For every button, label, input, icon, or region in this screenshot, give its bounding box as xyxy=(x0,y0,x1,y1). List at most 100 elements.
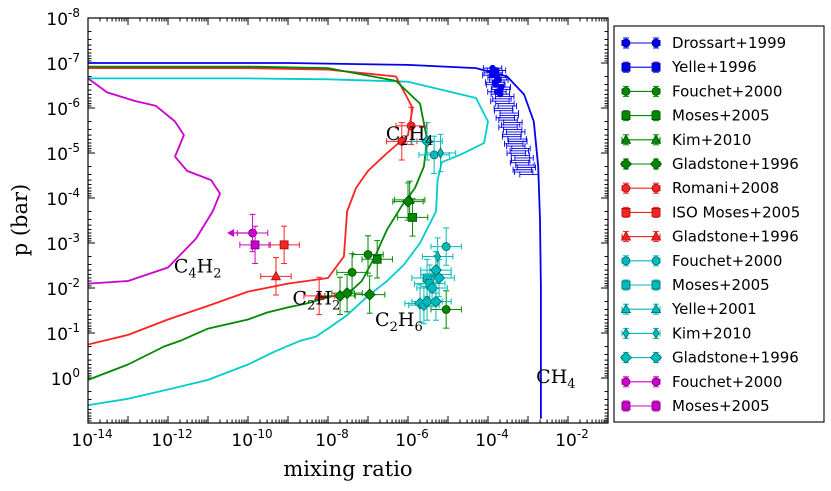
obs-point xyxy=(372,254,382,264)
legend-marker xyxy=(651,111,661,120)
model-curve-c2h6 xyxy=(88,77,489,406)
model-curve-c4h2 xyxy=(88,77,221,285)
legend-label: Gladstone+1996 xyxy=(672,349,799,367)
y-tick-label: 10-4 xyxy=(46,186,80,210)
legend-marker xyxy=(621,183,631,193)
legend-marker xyxy=(649,351,663,364)
legend-marker xyxy=(621,87,631,96)
legend-marker xyxy=(621,38,631,48)
species-label-c4h2: C4H2 xyxy=(174,255,222,281)
x-tick-label: 10-6 xyxy=(395,427,429,451)
legend-marker xyxy=(651,280,661,290)
obs-point xyxy=(397,136,407,146)
tick-labels: 10-14 10-12 10-10 10-8 10-6 10-4 10-2 10-8 10-7 1… xyxy=(46,6,588,451)
legend-entry: Fouchet+2000 xyxy=(621,252,782,270)
obs-point xyxy=(401,195,415,208)
y-tick-label: 10-8 xyxy=(46,6,80,30)
legend-entry: Yelle+2001 xyxy=(620,300,757,318)
y-tick-label: 10-2 xyxy=(46,276,80,300)
observation-points xyxy=(227,106,462,329)
legend-marker xyxy=(651,377,661,387)
obs-point xyxy=(437,147,444,159)
model-curves xyxy=(88,62,542,419)
species-label-c2h6: C2H6 xyxy=(375,309,423,335)
legend-entry: Yelle+1996 xyxy=(621,58,757,76)
obs-point xyxy=(250,240,260,250)
legend-label: Gladstone+1996 xyxy=(672,155,799,173)
ch4-observations xyxy=(482,64,539,178)
y-tick-label: 10-6 xyxy=(46,96,80,120)
legend-marker xyxy=(621,207,631,217)
plot-frame xyxy=(87,17,609,424)
legend-marker xyxy=(650,230,662,241)
legend-marker xyxy=(651,207,661,217)
legend-box xyxy=(613,25,825,423)
species-label-c2h4: C2H4 xyxy=(386,123,434,149)
legend-label: Moses+2005 xyxy=(672,276,770,294)
x-tick-label: 10-4 xyxy=(475,427,509,451)
legend-label: Romani+2008 xyxy=(672,179,779,197)
obs-point xyxy=(441,305,451,314)
legend-marker xyxy=(621,377,631,387)
legend-marker xyxy=(651,62,661,72)
legend-marker xyxy=(621,256,631,266)
legend-marker xyxy=(619,157,633,171)
obs-point xyxy=(429,264,443,277)
obs-point xyxy=(341,287,354,300)
legend-label: Fouchet+2000 xyxy=(672,373,782,391)
legend-entry: Gladstone+1996 xyxy=(620,228,799,246)
model-curve-ch4 xyxy=(88,62,542,419)
legend-label: Kim+2010 xyxy=(672,324,751,342)
species-labels: CH4 C2H4 C2H2 C2H6 C4H2 xyxy=(174,123,576,392)
model-curve-c2h4 xyxy=(88,67,414,346)
legend-entry: Moses+2005 xyxy=(621,276,770,294)
model-curve-c2h2 xyxy=(88,65,429,381)
legend-marker xyxy=(650,303,662,314)
y-tick-label: 100 xyxy=(51,366,80,390)
legend-entry: Kim+2010 xyxy=(621,324,751,342)
legend-marker xyxy=(620,230,632,241)
legend-entry: Gladstone+1996 xyxy=(619,155,799,173)
legend-entry: Kim+2010 xyxy=(620,131,751,149)
legend-marker xyxy=(621,111,631,120)
legend-entry: Romani+2008 xyxy=(621,179,779,197)
legend-marker xyxy=(649,157,663,171)
legend-label: Fouchet+2000 xyxy=(672,82,782,100)
legend-label: Gladstone+1996 xyxy=(672,228,799,246)
legend-marker xyxy=(651,183,661,193)
legend-label: Moses+2005 xyxy=(672,107,770,125)
legend-entry: ISO Moses+2005 xyxy=(621,203,800,221)
legend-marker xyxy=(621,280,631,290)
obs-point xyxy=(363,250,373,259)
legend-marker xyxy=(652,327,660,340)
obs-point xyxy=(429,150,439,160)
obs-point xyxy=(270,270,282,281)
y-tick-label: 10-3 xyxy=(46,231,80,255)
legend-marker xyxy=(620,303,632,314)
x-tick-label: 10-14 xyxy=(71,427,112,451)
x-tick-label: 10-8 xyxy=(315,427,349,451)
ch4-point xyxy=(497,90,504,98)
y-tick-label: 10-5 xyxy=(46,141,80,165)
legend-marker xyxy=(621,62,631,72)
legend-entry: Moses+2005 xyxy=(621,397,770,415)
obs-point xyxy=(421,135,434,148)
legend-label: ISO Moses+2005 xyxy=(672,203,800,221)
legend-entry: Moses+2005 xyxy=(621,107,770,125)
ch4-point xyxy=(492,81,500,88)
legend-entry: Fouchet+2000 xyxy=(621,82,782,100)
legend-marker xyxy=(622,327,630,340)
obs-point xyxy=(406,121,416,131)
legend-entry: Drossart+1999 xyxy=(621,34,786,52)
obs-point xyxy=(441,242,451,251)
legend-entry: Fouchet+2000 xyxy=(621,373,782,391)
legend-label: Moses+2005 xyxy=(672,397,770,415)
x-tick-label: 10-2 xyxy=(555,427,589,451)
legend-marker xyxy=(651,401,661,411)
obs-point xyxy=(313,290,325,300)
ch4-point xyxy=(488,72,496,79)
x-tick-label: 10-10 xyxy=(231,427,272,451)
legend-marker xyxy=(619,351,633,364)
y-axis-label: p (bar) xyxy=(8,184,32,257)
